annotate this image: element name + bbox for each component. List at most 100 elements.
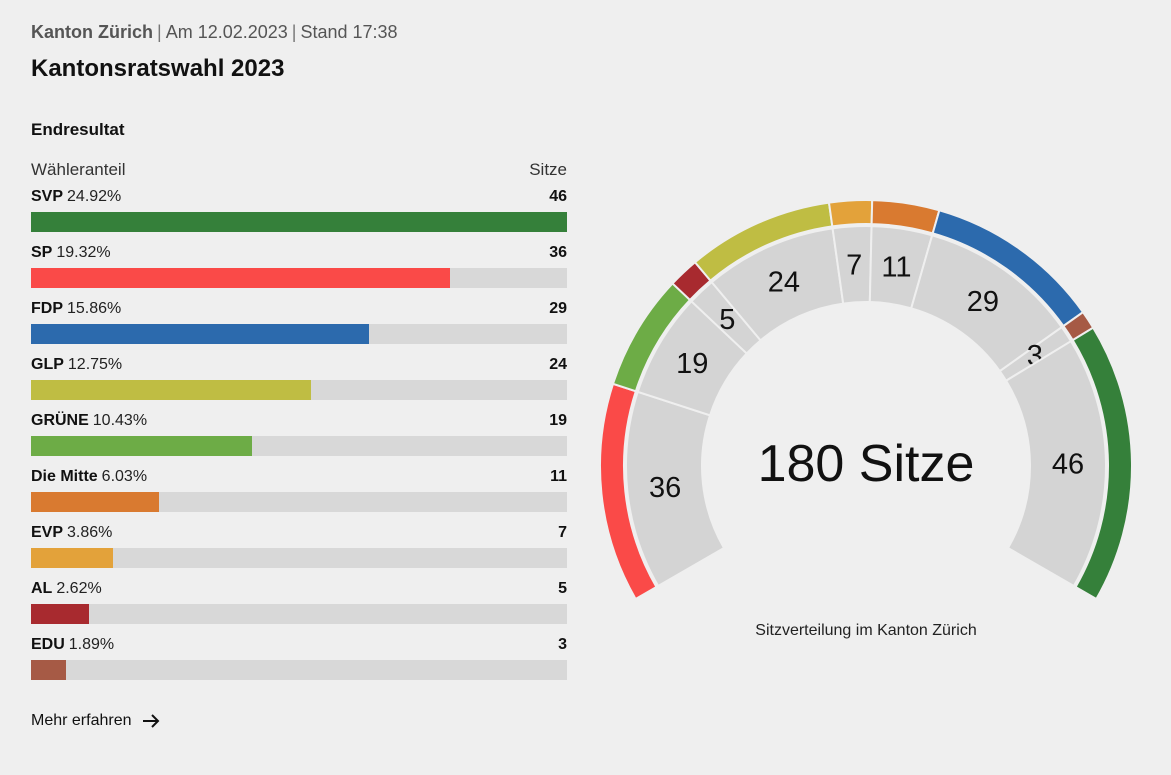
seat-bar-track [31,268,567,288]
party-label: GRÜNE 10.43% [31,412,147,430]
arrow-right-icon [142,714,159,728]
party-row-header: FDP 15.86% 29 [31,300,567,324]
party-row: SVP 24.92% 46 [31,188,567,244]
party-row-header: SP 19.32% 36 [31,244,567,268]
seats-column-header: Sitze [529,160,567,179]
party-row: EDU 1.89% 3 [31,636,567,692]
party-row-header: AL 2.62% 5 [31,580,567,604]
party-share: 12.75% [67,356,123,373]
party-seats: 36 [549,244,567,261]
party-label: GLP 12.75% [31,356,122,374]
party-seats: 7 [558,524,567,541]
results-subtitle: Endresultat [31,120,125,139]
party-list: SVP 24.92% 46 SP 19.32% 36 FDP 15.86% 29 GLP 12.75… [31,188,567,692]
party-row: GRÜNE 10.43% 19 [31,412,567,468]
party-row-header: EDU 1.89% 3 [31,636,567,660]
party-label: AL 2.62% [31,580,102,598]
party-share: 10.43% [92,412,148,429]
party-row: AL 2.62% 5 [31,580,567,636]
seat-bar-track [31,660,567,680]
chart-caption: Sitzverteilung im Kanton Zürich [755,622,977,639]
seat-bar-track [31,548,567,568]
party-seats: 11 [550,468,567,485]
party-name: AL [31,580,53,597]
seat-bar [31,604,90,624]
seat-bar-track [31,436,567,456]
region-label: Kanton Zürich [31,22,153,42]
seat-arc-svp [1071,326,1133,601]
seat-value-label: 11 [881,251,911,283]
party-row: EVP 3.86% 7 [31,524,567,580]
separator: | [157,22,162,42]
seat-bar [31,548,113,568]
status-label: Stand 17:38 [300,22,398,42]
seat-value-label: 36 [649,472,681,504]
seat-bar-track [31,604,567,624]
party-row-header: GRÜNE 10.43% 19 [31,412,567,436]
seat-bar-track [31,380,567,400]
meta-line: Kanton Zürich | Am 12.02.2023 | Stand 17:38 [31,22,398,43]
party-seats: 5 [558,580,567,597]
party-name: EDU [31,636,65,653]
party-row-header: Die Mitte 6.03% 11 [31,468,567,492]
party-label: SP 19.32% [31,244,111,262]
seat-bar [31,268,451,288]
seat-bar [31,380,311,400]
seat-value-label: 7 [846,249,862,281]
party-seats: 46 [549,188,567,205]
party-label: SVP 24.92% [31,188,121,206]
seat-bar [31,212,567,232]
party-name: GRÜNE [31,412,89,429]
party-seats: 29 [549,300,567,317]
party-row-header: EVP 3.86% 7 [31,524,567,548]
seat-bar-track [31,212,567,232]
seat-bar [31,660,66,680]
share-column-header: Wähleranteil [31,160,126,179]
party-share: 1.89% [68,636,115,653]
date-label: Am 12.02.2023 [165,22,288,42]
seat-bar-track [31,324,567,344]
seat-value-label: 46 [1052,449,1084,481]
party-row-header: GLP 12.75% 24 [31,356,567,380]
party-label: Die Mitte 6.03% [31,468,147,486]
party-name: SP [31,244,53,261]
seat-value-label: 5 [719,304,735,336]
more-link[interactable]: Mehr erfahren [31,712,160,730]
party-share: 6.03% [101,468,148,485]
seat-segment-svp [1004,339,1107,588]
seat-bar-track [31,492,567,512]
seat-bar [31,324,369,344]
party-row-header: SVP 24.92% 46 [31,188,567,212]
party-seats: 19 [549,412,567,429]
party-seats: 24 [549,356,567,373]
separator: | [291,22,297,42]
results-panel: Endresultat Wähleranteil Sitze SVP 24.92%… [31,120,567,692]
more-link-label[interactable]: Mehr erfahren [31,712,132,729]
seat-arc-evp [827,199,874,228]
seat-value-label: 29 [967,286,999,318]
header: Kanton Zürich | Am 12.02.2023 | Stand 17:38 … [31,22,398,83]
column-headers: Wähleranteil Sitze [31,160,567,180]
party-label: EDU 1.89% [31,636,114,654]
party-name: Die Mitte [31,468,98,485]
seat-bar [31,436,253,456]
party-seats: 3 [558,636,567,653]
party-share: 19.32% [56,244,111,261]
party-row: Die Mitte 6.03% 11 [31,468,567,524]
party-share: 3.86% [67,524,113,541]
party-label: EVP 3.86% [31,524,112,542]
party-label: FDP 15.86% [31,300,121,318]
page-title: Kantonsratswahl 2023 [31,55,285,82]
seat-value-label: 19 [676,348,708,380]
party-name: SVP [31,188,64,205]
seat-bar [31,492,160,512]
party-row: GLP 12.75% 24 [31,356,567,412]
party-row: FDP 15.86% 29 [31,300,567,356]
party-name: EVP [31,524,64,541]
total-seats-label: 180 Sitze [758,435,975,493]
party-share: 24.92% [67,188,122,205]
seat-value-label: 24 [768,266,800,298]
party-share: 15.86% [67,300,122,317]
party-share: 2.62% [56,580,102,597]
